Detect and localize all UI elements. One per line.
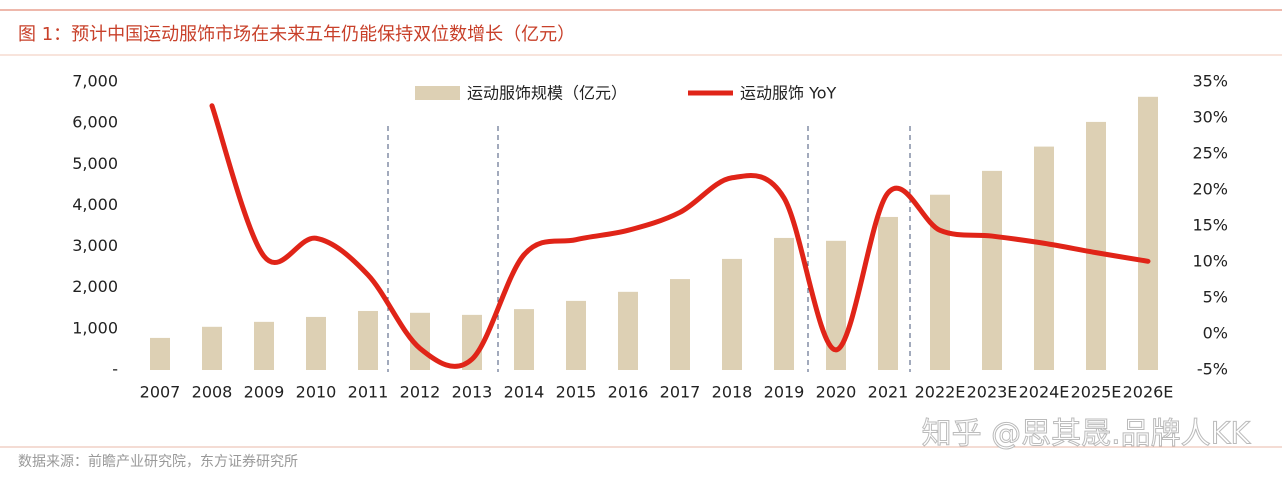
bar xyxy=(774,237,794,370)
y-tick-label: 5,000 xyxy=(72,154,118,173)
x-tick-label: 2021 xyxy=(868,383,909,402)
x-tick-label: 2022E xyxy=(915,383,966,402)
bar xyxy=(826,240,846,370)
x-tick-label: 2007 xyxy=(140,383,181,402)
bar xyxy=(410,312,430,370)
x-tick-label: 2011 xyxy=(348,383,389,402)
bar xyxy=(254,321,274,370)
y-tick-label: 1,000 xyxy=(72,318,118,337)
legend-swatch xyxy=(415,86,460,100)
y2-tick-label: 30% xyxy=(1192,108,1228,127)
x-tick-label: 2024E xyxy=(1019,383,1070,402)
y-tick-label: - xyxy=(112,360,118,379)
watermark: 知乎 @思其晟.品牌人KK xyxy=(922,417,1252,452)
y-tick-label: 6,000 xyxy=(72,113,118,132)
x-tick-label: 2009 xyxy=(244,383,285,402)
bar xyxy=(514,309,534,370)
x-tick-label: 2012 xyxy=(400,383,441,402)
bar xyxy=(150,337,170,370)
legend-label: 运动服饰 YoY xyxy=(740,84,837,103)
y-tick-label: 2,000 xyxy=(72,277,118,296)
bar xyxy=(982,170,1002,370)
bar xyxy=(306,316,326,370)
x-tick-label: 2015 xyxy=(556,383,597,402)
bar xyxy=(1034,146,1054,370)
y-tick-label: 4,000 xyxy=(72,195,118,214)
bar xyxy=(878,216,898,370)
bar xyxy=(618,291,638,370)
bar xyxy=(722,258,742,370)
y-tick-label: 3,000 xyxy=(72,236,118,255)
bar xyxy=(1138,96,1158,370)
y-tick-label: 7,000 xyxy=(72,72,118,91)
x-tick-label: 2014 xyxy=(504,383,545,402)
y2-tick-label: -5% xyxy=(1197,360,1228,379)
y2-tick-label: 0% xyxy=(1203,324,1228,343)
y2-tick-label: 25% xyxy=(1192,144,1228,163)
source: 数据来源：前瞻产业研究院，东方证券研究所 xyxy=(18,453,298,470)
y2-tick-label: 10% xyxy=(1192,252,1228,271)
x-tick-label: 2018 xyxy=(712,383,753,402)
line xyxy=(209,103,1151,369)
x-tick-label: 2023E xyxy=(967,383,1018,402)
bar xyxy=(930,194,950,370)
period-dividers xyxy=(387,126,911,372)
y2-tick-label: 15% xyxy=(1192,216,1228,235)
y2-tick-label: 5% xyxy=(1203,288,1228,307)
y2-tick-label: 20% xyxy=(1192,180,1228,199)
bar xyxy=(1086,121,1106,370)
bar xyxy=(566,300,586,370)
x-tick-label: 2017 xyxy=(660,383,701,402)
x-tick-label: 2010 xyxy=(296,383,337,402)
x-tick-label: 2026E xyxy=(1123,383,1174,402)
x-tick-label: 2019 xyxy=(764,383,805,402)
y2-tick-label: 35% xyxy=(1192,72,1228,91)
legend-label: 运动服饰规模（亿元） xyxy=(467,84,627,103)
x-tick-label: 2020 xyxy=(816,383,857,402)
x-tick-label: 2016 xyxy=(608,383,649,402)
x-tick-label: 2013 xyxy=(452,383,493,402)
x-tick-label: 2025E xyxy=(1071,383,1122,402)
bar xyxy=(358,310,378,370)
x-tick-label: 2008 xyxy=(192,383,233,402)
bar xyxy=(670,279,690,370)
bar xyxy=(202,326,222,370)
chart-title: 图 1：预计中国运动服饰市场在未来五年仍能保持双位数增长（亿元） xyxy=(18,24,575,45)
